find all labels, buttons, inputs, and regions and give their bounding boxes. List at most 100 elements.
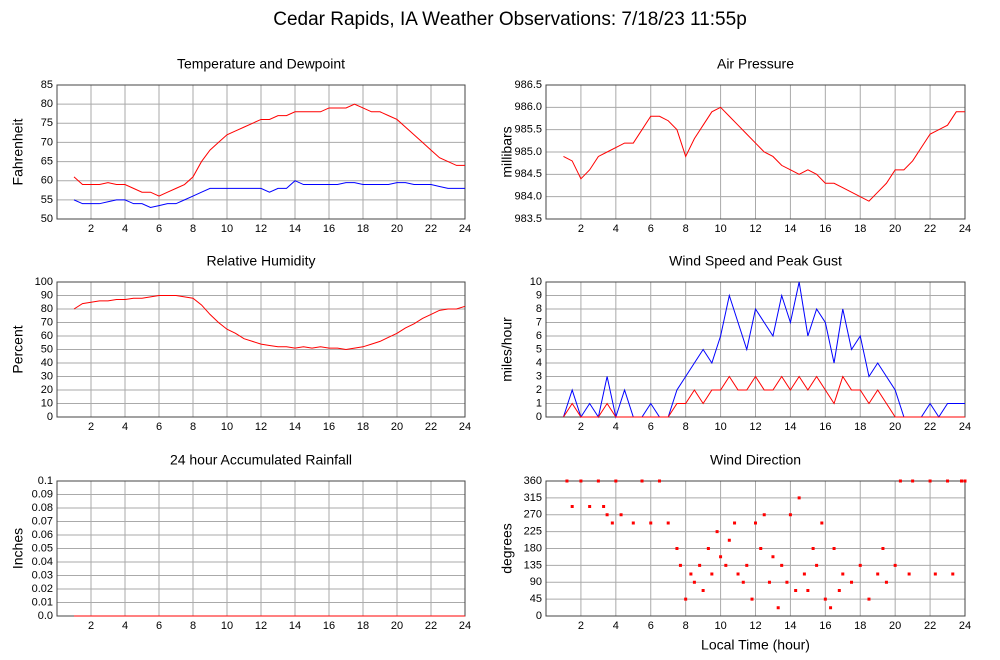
- x-axis-label: Local Time (hour): [701, 637, 810, 653]
- y-tick-label: 85: [41, 79, 53, 91]
- x-tick-label: 2: [88, 223, 94, 235]
- x-tick-label: 14: [784, 421, 796, 433]
- panel-title: Wind Speed and Peak Gust: [669, 253, 842, 269]
- data-point: [907, 572, 911, 576]
- y-tick-label: 0.0: [38, 610, 53, 622]
- data-point: [881, 547, 885, 550]
- y-tick-label: 70: [41, 316, 53, 328]
- y-tick-label: 60: [41, 175, 53, 187]
- y-tick-label: 983.5: [514, 213, 542, 225]
- y-tick-label: 986.5: [514, 79, 542, 91]
- data-line: [562, 281, 965, 419]
- y-tick-label: 360: [524, 475, 542, 487]
- x-tick-label: 14: [784, 223, 796, 235]
- panel-title: Wind Direction: [710, 452, 801, 468]
- y-axis-label: Percent: [10, 325, 26, 373]
- x-tick-label: 4: [613, 620, 619, 632]
- plot-frame: [545, 480, 966, 617]
- x-tick-label: 12: [255, 223, 267, 235]
- y-tick-label: 30: [41, 370, 53, 382]
- data-line: [73, 180, 465, 209]
- x-tick-label: 16: [323, 223, 335, 235]
- data-point: [724, 563, 728, 567]
- data-point: [692, 580, 696, 584]
- y-tick-label: 0: [536, 411, 542, 423]
- x-tick-label: 12: [255, 620, 267, 632]
- x-tick-label: 24: [459, 421, 471, 433]
- x-tick-label: 4: [122, 421, 128, 433]
- x-tick-label: 24: [959, 223, 971, 235]
- x-tick-label: 8: [683, 421, 689, 433]
- x-tick-label: 10: [221, 223, 233, 235]
- x-tick-label: 4: [613, 421, 619, 433]
- data-point: [719, 555, 723, 559]
- data-point: [610, 521, 614, 525]
- x-tick-label: 12: [749, 223, 761, 235]
- y-tick-label: 8: [536, 303, 542, 315]
- x-tick-label: 6: [648, 223, 654, 235]
- data-point: [701, 589, 705, 592]
- data-point: [823, 597, 827, 601]
- y-tick-label: 80: [41, 303, 53, 315]
- x-tick-label: 2: [88, 620, 94, 632]
- x-tick-label: 8: [683, 223, 689, 235]
- x-tick-label: 18: [357, 421, 369, 433]
- x-tick-label: 10: [714, 223, 726, 235]
- data-point: [614, 479, 618, 483]
- y-tick-label: 40: [41, 357, 53, 369]
- data-point: [829, 606, 833, 610]
- data-point: [963, 479, 967, 483]
- data-point: [767, 580, 771, 584]
- data-point: [710, 572, 714, 576]
- x-tick-label: 6: [156, 223, 162, 235]
- x-tick-label: 12: [255, 421, 267, 433]
- x-tick-label: 22: [924, 620, 936, 632]
- data-point: [675, 547, 679, 550]
- y-axis-label: degrees: [499, 523, 515, 574]
- y-axis-label: Fahrenheit: [10, 118, 26, 185]
- data-line: [73, 295, 466, 351]
- y-tick-label: 180: [524, 542, 542, 554]
- x-tick-label: 10: [221, 620, 233, 632]
- panel-title: Relative Humidity: [207, 253, 316, 269]
- x-tick-label: 2: [578, 223, 584, 235]
- data-point: [619, 513, 623, 517]
- x-tick-label: 16: [819, 620, 831, 632]
- y-tick-label: 5: [536, 343, 542, 355]
- data-point: [911, 479, 915, 483]
- data-point: [588, 505, 592, 508]
- data-point: [750, 597, 754, 601]
- x-tick-label: 18: [854, 620, 866, 632]
- x-tick-label: 18: [854, 421, 866, 433]
- panel-title: Temperature and Dewpoint: [177, 56, 345, 72]
- y-tick-label: 270: [524, 509, 542, 521]
- x-tick-label: 22: [425, 223, 437, 235]
- y-tick-label: 45: [530, 593, 542, 605]
- y-tick-label: 10: [530, 276, 542, 288]
- y-tick-label: 0.03: [32, 569, 53, 581]
- data-point: [832, 547, 836, 550]
- data-point: [841, 572, 845, 576]
- plot-frame: [56, 281, 466, 418]
- data-point: [657, 479, 661, 483]
- y-tick-label: 100: [35, 276, 53, 288]
- data-point: [736, 572, 740, 576]
- x-tick-label: 8: [190, 421, 196, 433]
- x-tick-label: 16: [323, 421, 335, 433]
- x-tick-label: 12: [749, 620, 761, 632]
- data-point: [715, 530, 719, 534]
- x-tick-label: 10: [714, 421, 726, 433]
- x-tick-label: 8: [190, 223, 196, 235]
- x-tick-label: 20: [889, 421, 901, 433]
- data-point: [631, 521, 635, 525]
- data-point: [946, 479, 950, 483]
- data-point: [933, 572, 937, 576]
- x-tick-label: 10: [221, 421, 233, 433]
- y-tick-label: 50: [41, 343, 53, 355]
- data-point: [727, 538, 731, 542]
- x-tick-label: 20: [391, 223, 403, 235]
- plot-frame: [545, 281, 966, 418]
- x-tick-label: 20: [889, 620, 901, 632]
- x-tick-label: 20: [391, 620, 403, 632]
